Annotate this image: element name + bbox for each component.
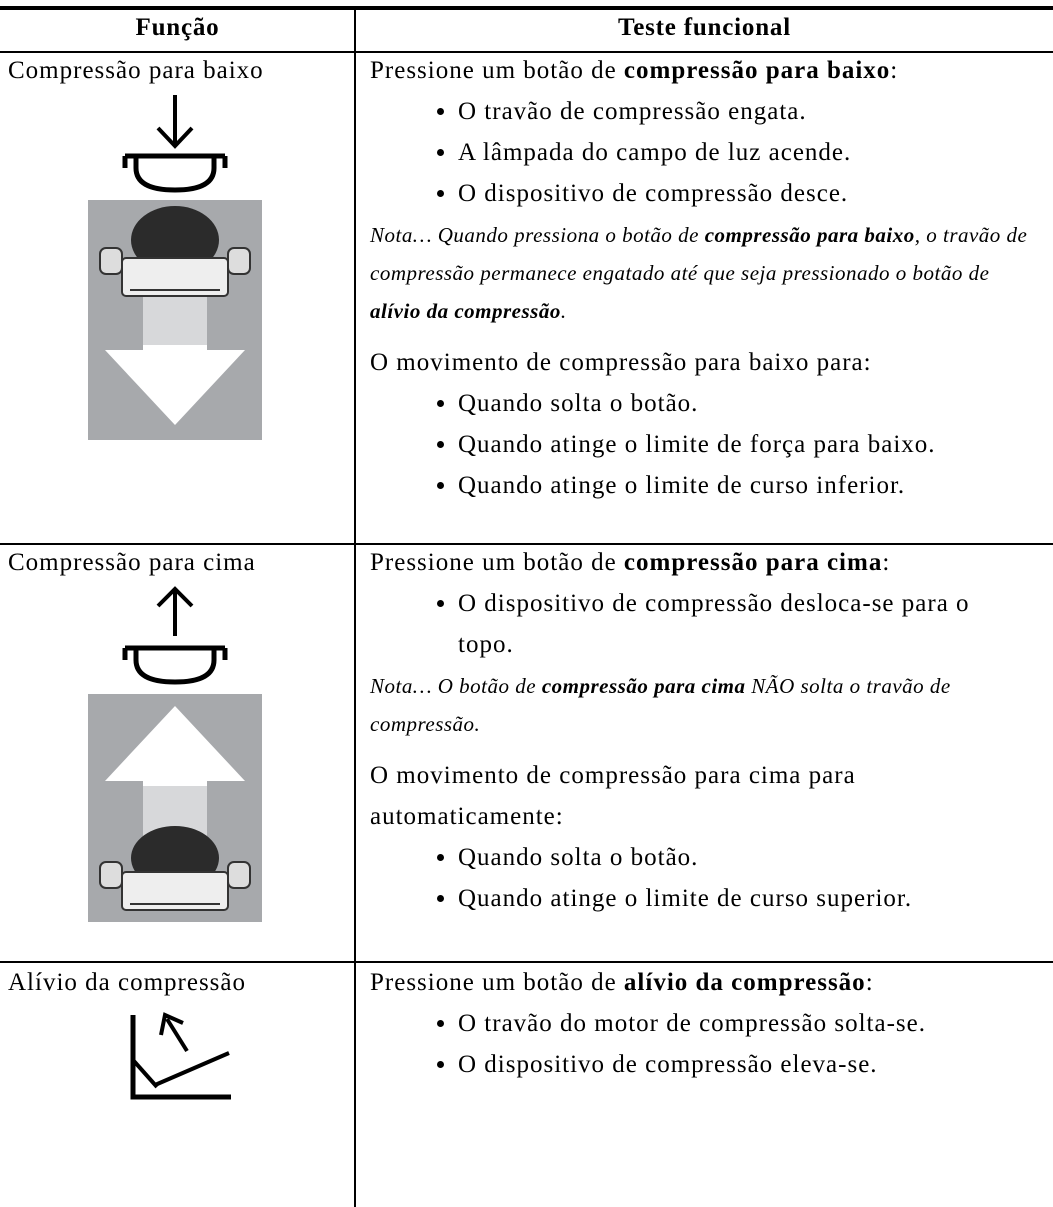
intro: Pressione um botão de compressão para ci… [370,542,1045,583]
text-run: : [882,549,891,576]
bullet: Quando solta o botão. [458,837,1045,878]
compression-release-icon [130,1012,231,1100]
bullet-list: O travão do motor de compressão solta-se… [370,1003,1045,1085]
text-run: : [865,969,874,996]
bullet: O travão de compressão engata. [458,91,1045,132]
bold-text: compressão para cima [541,674,746,698]
text-run: Nota… O botão de [370,674,542,698]
test-cell: Pressione um botão de compressão para ci… [370,542,1045,919]
text-run: Pressione um botão de [370,549,624,576]
bold-text: compressão para baixo [704,223,915,247]
text-run: Pressione um botão de [370,969,624,996]
bullet: A lâmpada do campo de luz acende. [458,132,1045,173]
compression-up-icon [88,586,262,922]
bullet: Quando atinge o limite de força para bai… [458,424,1045,465]
top-rule [0,6,1053,10]
row-rule [0,543,1053,545]
note: Nota… Quando pressiona o botão de compre… [370,216,1045,330]
header-test: Teste funcional [618,14,791,41]
bullet: Quando solta o botão. [458,383,1045,424]
test-cell: Pressione um botão de alívio da compress… [370,962,1045,1085]
text-run: . [560,299,567,323]
text-run: Nota… Quando pressiona o botão de [370,223,705,247]
bullet: O travão do motor de compressão solta-se… [458,1003,1045,1044]
function-label: Compressão para cima [8,549,256,576]
column-rule [354,10,356,1207]
bullet-list: O travão de compressão engata.A lâmpada … [370,91,1045,214]
bullet: Quando atinge o limite de curso superior… [458,878,1045,919]
stop-text: O movimento de compressão para baixo par… [370,349,872,376]
function-label: Alívio da compressão [8,969,247,996]
text-run: : [890,57,899,84]
row-rule [0,961,1053,963]
text-run: NÃO solta o travão de compressão. [370,674,951,736]
bullet-list: Quando solta o botão.Quando atinge o lim… [370,837,1045,919]
header-function: Função [135,14,220,41]
intro: Pressione um botão de compressão para ba… [370,50,1045,91]
bullet-list: Quando solta o botão.Quando atinge o lim… [370,383,1045,506]
text-run: , o travão de compressão permanece engat… [370,223,1028,285]
bold-text: compressão para baixo [623,57,891,84]
bullet: O dispositivo de compressão desce. [458,173,1045,214]
compression-down-icon [88,95,262,440]
bold-text: compressão para cima [623,549,883,576]
bold-text: alívio da compressão [370,299,561,323]
stop-text: O movimento de compressão para cima para… [370,762,856,830]
bullet: O dispositivo de compressão desloca-se p… [458,583,1018,665]
note: Nota… O botão de compressão para cima NÃ… [370,667,1045,743]
header-rule [0,51,1053,53]
bullet: Quando atinge o limite de curso inferior… [458,465,1045,506]
bold-text: alívio da compressão [623,969,866,996]
test-cell: Pressione um botão de compressão para ba… [370,50,1045,506]
bullet-list: O dispositivo de compressão desloca-se p… [370,583,1018,665]
intro: Pressione um botão de alívio da compress… [370,962,1045,1003]
text-run: Pressione um botão de [370,57,624,84]
function-label: Compressão para baixo [8,57,264,84]
bullet: O dispositivo de compressão eleva-se. [458,1044,1045,1085]
